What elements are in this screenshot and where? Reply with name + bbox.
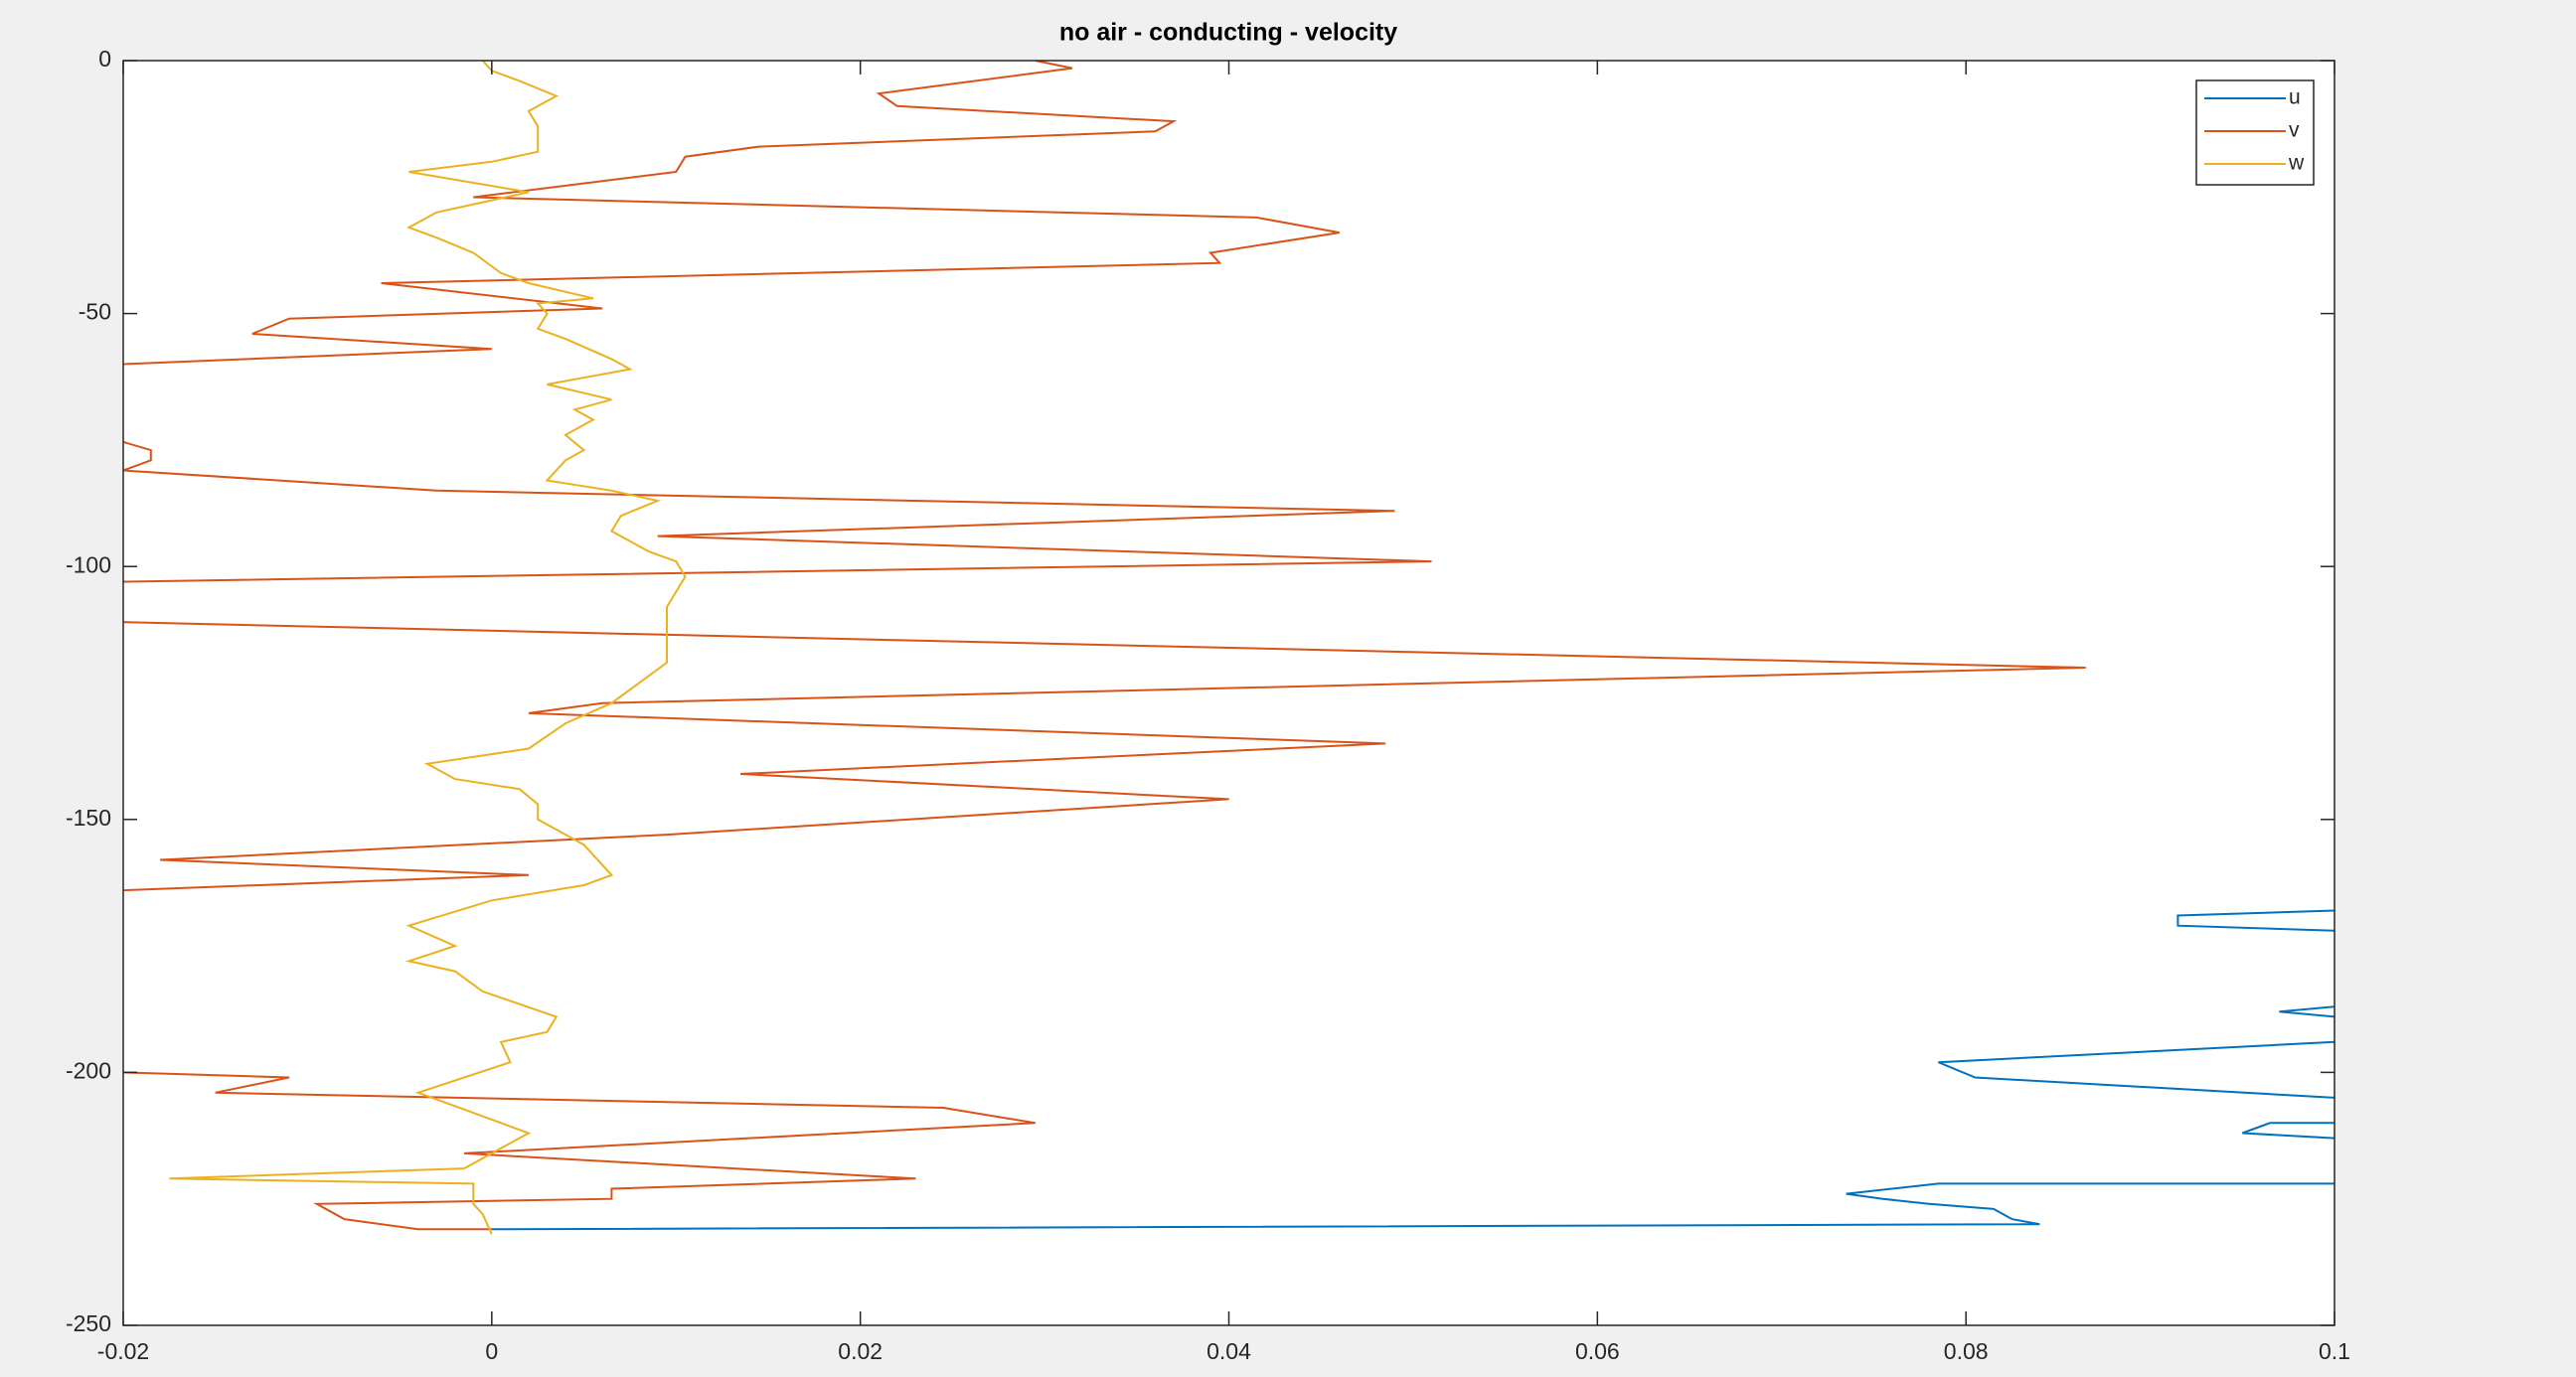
y-tick-label: -200	[66, 1057, 111, 1083]
legend: uvw	[2195, 79, 2315, 186]
chart-title: no air - conducting - velocity	[1059, 19, 1397, 47]
y-tick-label: -50	[79, 299, 111, 325]
x-tick-label: -0.02	[97, 1338, 149, 1364]
y-tick-label: -250	[66, 1310, 111, 1336]
legend-label: v	[2289, 119, 2300, 142]
x-tick-label: 0.08	[1944, 1338, 1989, 1364]
series-line	[169, 61, 687, 1235]
x-tick-label: 0.04	[1207, 1338, 1251, 1364]
series-line	[491, 909, 2334, 1231]
legend-label: u	[2289, 86, 2301, 109]
y-tick-label: -150	[66, 805, 111, 831]
y-tick-label: -100	[66, 551, 111, 577]
plot-lines	[123, 61, 2334, 1235]
x-tick-label: 0.1	[2319, 1338, 2350, 1364]
x-tick-label: 0	[485, 1338, 498, 1364]
plot-area	[123, 61, 2334, 1325]
x-tick-label: 0.02	[838, 1338, 883, 1364]
legend-label: w	[2288, 152, 2305, 175]
series-line	[123, 61, 2086, 1231]
x-tick-label: 0.06	[1575, 1338, 1620, 1364]
y-tick-label: 0	[98, 46, 111, 72]
